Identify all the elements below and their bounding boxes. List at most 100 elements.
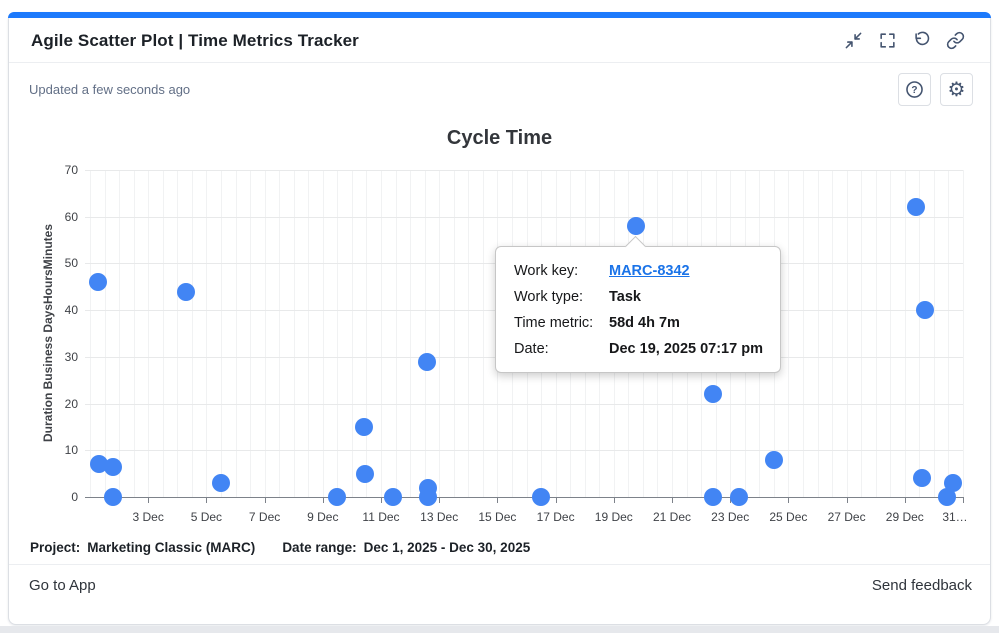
scatter-point[interactable] xyxy=(356,464,374,483)
v-gridline xyxy=(279,170,281,497)
x-tick-label: 27 Dec xyxy=(827,510,866,524)
v-gridline xyxy=(832,170,833,497)
x-tick xyxy=(963,498,964,503)
x-tick xyxy=(439,498,441,503)
scatter-point[interactable] xyxy=(943,474,962,492)
settings-button[interactable]: ⚙ xyxy=(940,73,973,106)
x-tick-label: 9 Dec xyxy=(307,510,339,524)
x-tick xyxy=(206,498,208,503)
v-gridline xyxy=(148,170,150,497)
scatter-point[interactable] xyxy=(103,457,122,476)
footer: Go to App Send feedback xyxy=(29,573,972,597)
y-tick-label: 0 xyxy=(71,490,78,504)
scatter-point[interactable] xyxy=(417,352,436,371)
y-tick-label: 20 xyxy=(64,396,78,411)
accent-bar xyxy=(8,12,991,18)
v-gridline xyxy=(904,170,906,497)
fullscreen-icon[interactable] xyxy=(877,31,897,51)
v-gridline xyxy=(293,170,295,497)
scatter-point[interactable] xyxy=(177,282,195,301)
v-gridline xyxy=(890,170,892,497)
chart-meta: Project: Marketing Classic (MARC) Date ran… xyxy=(30,540,530,555)
date-range-label: Date range: xyxy=(282,540,357,555)
v-gridline xyxy=(337,170,339,497)
y-tick-label: 50 xyxy=(64,256,78,271)
v-gridline xyxy=(788,170,790,497)
header: Agile Scatter Plot | Time Metrics Tracke… xyxy=(9,19,990,63)
y-tick-label: 40 xyxy=(64,303,78,318)
v-gridline xyxy=(119,170,120,497)
project-label: Project: xyxy=(30,540,81,555)
v-gridline xyxy=(468,170,470,497)
scatter-point[interactable] xyxy=(907,198,926,217)
x-tick-label: 11 Dec xyxy=(362,510,400,524)
v-gridline xyxy=(191,170,193,497)
tooltip-label: Work type: xyxy=(514,289,584,305)
x-tick-label: 31… xyxy=(942,510,968,524)
scatter-point[interactable] xyxy=(703,385,722,404)
v-gridline xyxy=(366,170,368,497)
scatter-point[interactable] xyxy=(211,474,230,492)
scatter-point[interactable] xyxy=(103,488,122,506)
date-range-value: Dec 1, 2025 - Dec 30, 2025 xyxy=(363,540,531,555)
tooltip-row: Time metric: 58d 4h 7m xyxy=(514,314,764,332)
chart-title: Cycle Time xyxy=(446,127,553,149)
collapse-icon[interactable] xyxy=(843,31,863,51)
tooltip-value: 58d 4h 7m xyxy=(609,315,680,331)
scatter-point[interactable] xyxy=(90,455,108,474)
v-gridline xyxy=(439,170,441,497)
send-feedback-link[interactable]: Send feedback xyxy=(871,576,972,594)
x-tick xyxy=(788,498,790,503)
scatter-point[interactable] xyxy=(913,469,932,488)
help-button[interactable]: ? xyxy=(898,73,931,106)
v-gridline xyxy=(424,170,426,497)
v-gridline xyxy=(948,170,950,497)
y-tick-label: 60 xyxy=(64,209,78,224)
v-gridline xyxy=(133,170,135,497)
scatter-point[interactable] xyxy=(626,217,645,236)
scatter-point[interactable] xyxy=(354,417,373,436)
v-gridline xyxy=(846,170,848,497)
h-gridline xyxy=(85,170,963,171)
v-gridline xyxy=(104,170,106,497)
x-tick xyxy=(672,498,673,503)
go-to-app-link[interactable]: Go to App xyxy=(29,576,96,594)
v-gridline xyxy=(308,170,310,497)
scatter-point[interactable] xyxy=(764,450,783,469)
tooltip-value: Task xyxy=(609,289,641,305)
link-icon[interactable] xyxy=(945,31,965,51)
v-gridline xyxy=(264,170,266,497)
gear-icon: ⚙ xyxy=(947,78,966,101)
v-gridline xyxy=(381,170,382,497)
scatter-point[interactable] xyxy=(532,488,550,506)
scatter-point[interactable] xyxy=(703,488,722,506)
v-gridline xyxy=(206,170,208,497)
x-tick-label: 21 Dec xyxy=(652,510,692,524)
v-gridline xyxy=(817,170,819,497)
scatter-point[interactable] xyxy=(938,488,956,506)
scatter-point[interactable] xyxy=(418,488,437,506)
v-gridline xyxy=(220,170,222,497)
x-tick xyxy=(846,498,848,503)
x-tick-label: 3 Dec xyxy=(132,510,164,524)
work-key-link[interactable]: MARC-8342 xyxy=(609,263,690,279)
scatter-point[interactable] xyxy=(328,488,347,506)
v-gridline xyxy=(933,170,935,497)
scatter-point[interactable] xyxy=(729,488,748,506)
h-gridline xyxy=(85,450,963,452)
header-actions xyxy=(843,31,965,51)
scatter-point[interactable] xyxy=(88,273,107,292)
v-gridline xyxy=(919,170,921,497)
x-tick xyxy=(555,498,557,503)
x-tick xyxy=(613,498,615,503)
v-gridline xyxy=(453,170,455,497)
scatter-point[interactable] xyxy=(916,301,935,320)
footer-divider xyxy=(9,564,990,565)
refresh-icon[interactable] xyxy=(911,31,931,51)
y-tick-label: 70 xyxy=(64,163,78,177)
tooltip-value: Dec 19, 2025 07:17 pm xyxy=(609,341,763,357)
scatter-point[interactable] xyxy=(383,488,402,506)
v-gridline xyxy=(351,170,353,497)
v-gridline xyxy=(963,170,964,497)
v-gridline xyxy=(250,170,251,497)
